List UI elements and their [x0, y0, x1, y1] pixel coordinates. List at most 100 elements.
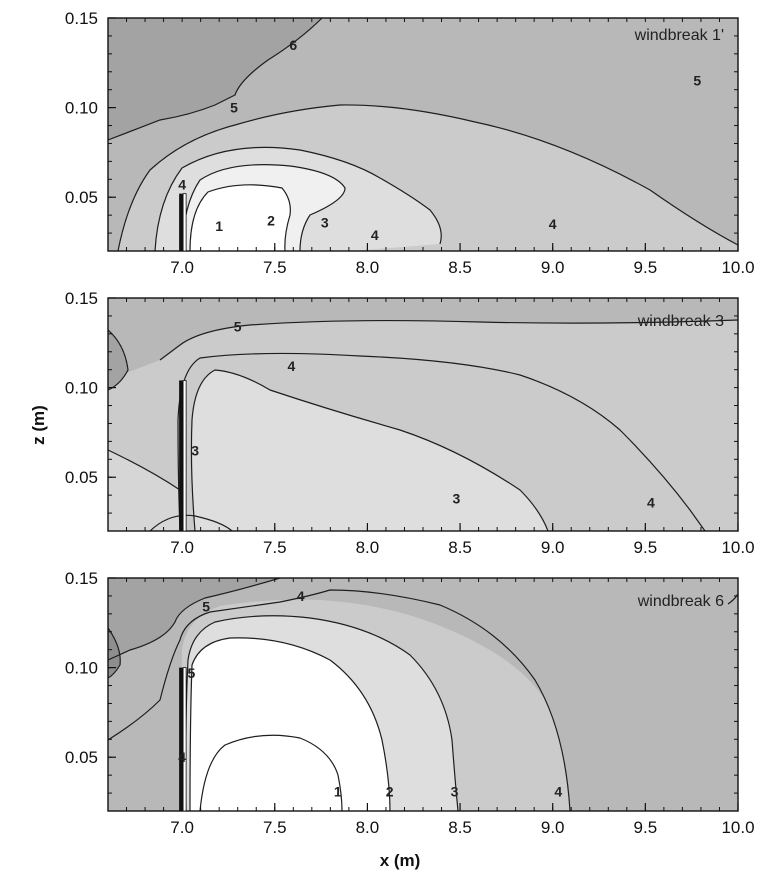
- fill-level-0-region: [200, 735, 342, 811]
- contour-label: 5: [234, 319, 242, 335]
- y-tick-label: 0.10: [65, 99, 98, 118]
- contour-line-5: [117, 104, 738, 251]
- panel-1-annotation: windbreak 1': [634, 27, 724, 44]
- panel-1-axes: 7.0 7.5 8.0 8.5 9.0 9.5 10.0 0.05 0.10 0.15: [65, 9, 755, 277]
- contour-line-3-low: [108, 449, 181, 491]
- windbreak-bar: [179, 193, 184, 251]
- x-tick-label: 8.5: [448, 818, 472, 837]
- panel-2-contour-labels: 5 4 3 3 4: [191, 319, 655, 511]
- x-tick-label: 9.0: [541, 818, 565, 837]
- contour-line-5: [108, 578, 281, 661]
- windbreak-outline: [182, 193, 187, 252]
- panel-3-annotation: windbreak 6: [637, 593, 724, 610]
- x-tick-label: 9.5: [634, 818, 658, 837]
- contour-line-4: [177, 352, 706, 531]
- x-tick-label: 10.0: [721, 538, 754, 557]
- contour-line-3: [190, 369, 549, 531]
- fill-level-6-region: [108, 18, 322, 140]
- panel-3: 5 4 5 4 1 2 3 4 windbreak 6 7.0 7.5 8.0 8.5 9.0 9.5 1…: [65, 569, 755, 837]
- contour-label: 4: [371, 227, 379, 243]
- y-tick-label: 0.10: [65, 379, 98, 398]
- contour-label: 4: [549, 216, 557, 232]
- fill-level-1-region: [190, 184, 291, 251]
- contour-label: 4: [178, 749, 186, 765]
- windbreak-outline: [182, 380, 187, 532]
- contour-label: 2: [386, 783, 394, 799]
- panel-1-field: [108, 18, 738, 251]
- x-tick-label: 7.0: [170, 538, 194, 557]
- fill-level-3-low: [108, 450, 180, 531]
- x-tick-label: 7.0: [170, 258, 194, 277]
- panel-2-axes: 7.0 7.5 8.0 8.5 9.0 9.5 10.0 0.05 0.10 0.15: [65, 289, 755, 557]
- fill-level-5-region: [108, 298, 738, 380]
- contour-label: 5: [202, 599, 210, 615]
- x-tick-label: 8.0: [356, 538, 380, 557]
- panel-3-axes: 7.0 7.5 8.0 8.5 9.0 9.5 10.0 0.05 0.10 0.15: [65, 569, 755, 837]
- contour-label: 3: [321, 214, 329, 230]
- x-tick-label: 9.0: [541, 538, 565, 557]
- contour-line-5-blob: [108, 329, 129, 391]
- contour-line-5: [159, 319, 738, 361]
- x-tick-label: 10.0: [721, 818, 754, 837]
- panel-2-windbreak: [179, 380, 187, 532]
- contour-line-2: [189, 637, 391, 811]
- windbreak-bar: [179, 380, 184, 531]
- x-tick-label: 9.0: [541, 258, 565, 277]
- windbreak-outline: [182, 667, 187, 812]
- contour-label: 5: [187, 665, 195, 681]
- contour-label: 4: [647, 494, 655, 510]
- contour-label: 4: [297, 588, 305, 604]
- contour-label: 3: [191, 442, 199, 458]
- y-tick-label: 0.10: [65, 659, 98, 678]
- fill-level-5-region: [108, 578, 280, 660]
- panel-3-contour-labels: 5 4 5 4 1 2 3 4: [178, 588, 562, 799]
- windbreak-bar: [179, 667, 184, 811]
- contour-line-2: [189, 184, 291, 251]
- contour-label: 4: [288, 358, 296, 374]
- y-tick-label: 0.05: [65, 748, 98, 767]
- x-tick-label: 9.5: [634, 258, 658, 277]
- panel-3-field: [108, 578, 738, 811]
- contour-line-4: [154, 146, 442, 251]
- x-tick-label: 7.5: [263, 258, 287, 277]
- y-tick-label: 0.15: [65, 569, 98, 588]
- fill-level-3-region: [191, 370, 548, 531]
- x-tick-label: 8.0: [356, 258, 380, 277]
- x-axis-label: x (m): [380, 851, 421, 870]
- y-tick-label: 0.15: [65, 9, 98, 28]
- contour-label: 3: [452, 491, 460, 507]
- fill-level-5-blob: [108, 628, 121, 678]
- panel-1-windbreak: [179, 193, 187, 252]
- contour-label: 2: [267, 213, 275, 229]
- contour-line-3: [185, 615, 459, 811]
- panel-2: 5 4 3 3 4 windbreak 3 7.0 7.5 8.0 8.5 9.0 9.5 10.0…: [65, 289, 755, 557]
- contour-line-3: [181, 164, 346, 251]
- contour-line-4-outer: [108, 589, 571, 811]
- contour-label: 4: [178, 177, 186, 193]
- x-tick-label: 8.5: [448, 538, 472, 557]
- panel-2-field: [108, 298, 738, 531]
- panel-1-contour-labels: 6 5 5 4 4 4 3 2 1: [178, 37, 701, 243]
- contour-label: 5: [693, 73, 701, 89]
- x-tick-label: 7.0: [170, 818, 194, 837]
- x-tick-label: 7.5: [263, 538, 287, 557]
- contour-label: 3: [451, 783, 459, 799]
- contour-line-1: [199, 734, 343, 811]
- x-tick-label: 8.5: [448, 258, 472, 277]
- contour-label: 1: [334, 783, 342, 799]
- y-tick-label: 0.15: [65, 289, 98, 308]
- y-tick-label: 0.05: [65, 188, 98, 207]
- x-tick-label: 7.5: [263, 818, 287, 837]
- x-tick-label: 10.0: [721, 258, 754, 277]
- contour-label: 1: [215, 218, 223, 234]
- y-tick-label: 0.05: [65, 468, 98, 487]
- contour-line-3-foot: [149, 514, 233, 531]
- contour-line-6: [108, 18, 323, 141]
- panel-1: 6 5 5 4 4 4 3 2 1 windbreak 1' 7.0 7.5 8.0 8.5 9.0 9.…: [65, 9, 755, 277]
- contour-label: 6: [289, 37, 297, 53]
- contour-label: 4: [554, 783, 562, 799]
- contour-label: 5: [230, 100, 238, 116]
- fill-level-5-blob: [108, 330, 128, 390]
- panel-3-windbreak: [179, 667, 187, 812]
